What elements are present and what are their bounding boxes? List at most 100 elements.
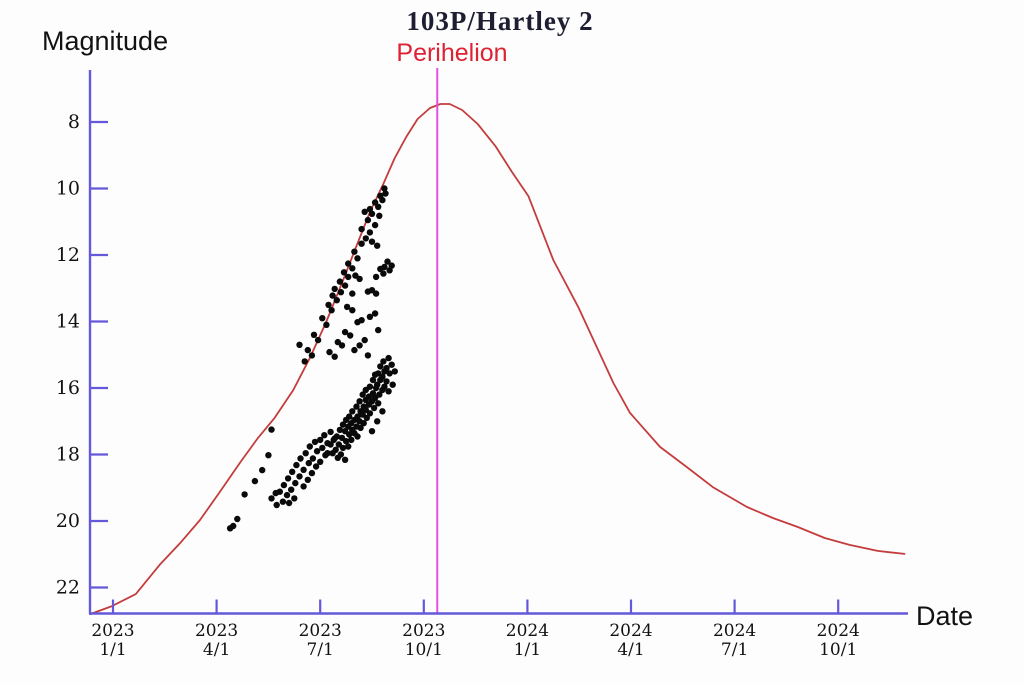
observation-point (366, 313, 374, 320)
observation-point (362, 396, 369, 404)
observation-point (375, 203, 382, 210)
x-tick-label: 2024 7/1 (713, 621, 756, 660)
observation-point (293, 461, 300, 469)
observation-point (342, 438, 350, 445)
observation-point (361, 208, 368, 215)
y-tick-label: 12 (56, 244, 80, 266)
observation-point (347, 332, 354, 339)
observation-point (372, 384, 380, 392)
observation-point (382, 190, 389, 197)
observation-point (351, 248, 358, 255)
observation-point (364, 216, 372, 224)
observation-point (311, 438, 319, 446)
observation-point (302, 450, 309, 457)
observation-point (349, 408, 356, 415)
observation-point (326, 348, 333, 356)
observation-point (297, 455, 304, 462)
x-tick-label: 2023 10/1 (402, 621, 445, 660)
observation-point (375, 400, 382, 407)
observation-point (319, 315, 326, 322)
observation-point (361, 336, 368, 344)
observation-point (331, 435, 338, 442)
observation-point (272, 489, 279, 497)
observation-point (288, 486, 295, 493)
model-light-curve (89, 103, 906, 615)
observation-point (356, 398, 363, 405)
observation-point (314, 336, 322, 344)
observation-point (349, 290, 356, 297)
observation-point (389, 381, 396, 388)
observation-point (304, 476, 311, 483)
observation-point (354, 433, 361, 440)
observation-point (340, 269, 348, 276)
observation-point (380, 358, 387, 365)
observation-point (325, 301, 332, 309)
observation-point (368, 210, 376, 217)
y-tick-label: 16 (56, 377, 80, 399)
observation-point (381, 185, 388, 192)
observation-point (336, 426, 344, 434)
observation-point (319, 444, 326, 452)
observation-point (374, 418, 381, 425)
observation-point (251, 477, 259, 485)
observation-point (377, 376, 384, 384)
observation-point (391, 368, 398, 375)
observation-point (328, 307, 335, 314)
observation-point (360, 420, 367, 427)
observation-point (379, 196, 386, 204)
y-tick-label: 10 (56, 178, 80, 200)
observation-point (388, 361, 395, 368)
observation-point (241, 491, 248, 498)
y-tick-label: 20 (56, 510, 80, 532)
observation-point (376, 212, 383, 219)
observation-point (289, 468, 296, 475)
observation-point (310, 331, 318, 338)
observation-point (323, 321, 330, 328)
observation-point (341, 282, 349, 289)
x-tick-label: 2024 4/1 (609, 621, 652, 660)
observation-point (349, 307, 356, 314)
observation-point (268, 495, 275, 502)
observation-point (284, 475, 292, 482)
y-tick-label: 18 (56, 444, 80, 466)
observation-point (358, 240, 365, 247)
chart-title: 103P/Hartley 2 (406, 6, 594, 36)
observation-point (296, 341, 303, 348)
observation-point (327, 428, 334, 436)
observation-point (265, 452, 272, 459)
observation-point (346, 431, 353, 438)
x-tick-label: 2023 1/1 (91, 621, 134, 660)
observation-point (351, 346, 358, 354)
observation-point (363, 414, 370, 422)
observation-point (377, 265, 384, 273)
observation-point (364, 352, 372, 359)
observation-point (354, 255, 361, 262)
perihelion-label: Perihelion (396, 39, 508, 67)
observation-point (366, 229, 374, 236)
observation-point (308, 469, 316, 477)
observation-point (339, 444, 347, 452)
observation-point (333, 297, 340, 304)
observation-point (356, 342, 363, 349)
observation-point (234, 515, 241, 523)
observation-point (372, 273, 380, 281)
observation-point (300, 466, 307, 473)
y-tick-label: 22 (56, 577, 80, 599)
observation-point (385, 388, 392, 395)
observation-point (321, 432, 328, 439)
observation-point (374, 242, 381, 249)
x-axis-title: Date (916, 601, 974, 631)
observation-point (362, 386, 369, 394)
observation-point (343, 303, 351, 311)
observation-point (317, 458, 324, 465)
y-tick-label: 8 (68, 111, 80, 133)
observation-point (226, 525, 234, 532)
observation-point (345, 273, 352, 281)
observation-point (291, 495, 298, 502)
observation-point (338, 342, 346, 349)
observation-point (375, 326, 382, 334)
observation-point (322, 452, 329, 459)
observation-point (364, 288, 372, 295)
observation-point (349, 265, 356, 272)
